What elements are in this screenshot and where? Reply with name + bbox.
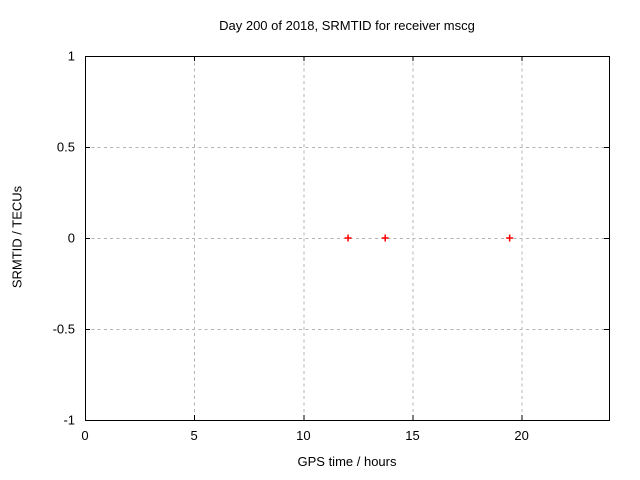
x-tick-label: 20 [514, 428, 528, 443]
y-tick-label: -0.5 [53, 322, 75, 337]
x-axis-label: GPS time / hours [297, 454, 397, 469]
y-tick-label: -1 [63, 413, 75, 428]
y-axis-label: SRMTID / TECUs [9, 185, 25, 289]
y-tick-label: 0 [68, 231, 75, 246]
grid-lines [85, 56, 609, 420]
x-tick-label: 15 [405, 428, 419, 443]
x-tick-label: 0 [81, 428, 88, 443]
data-series [344, 234, 514, 242]
y-tick-label: 1 [68, 49, 75, 64]
y-tick-labels: 1 0.5 0 -0.5 -1 [53, 49, 75, 428]
data-point-marker [344, 234, 352, 242]
data-point-marker [506, 234, 514, 242]
x-tick-label: 5 [191, 428, 198, 443]
x-tick-label: 10 [296, 428, 310, 443]
data-point-marker [381, 234, 389, 242]
plot-border [85, 56, 610, 421]
y-tick-label: 0.5 [57, 140, 75, 155]
chart-title: Day 200 of 2018, SRMTID for receiver msc… [219, 18, 475, 33]
x-tick-labels: 0 5 10 15 20 [81, 428, 529, 443]
